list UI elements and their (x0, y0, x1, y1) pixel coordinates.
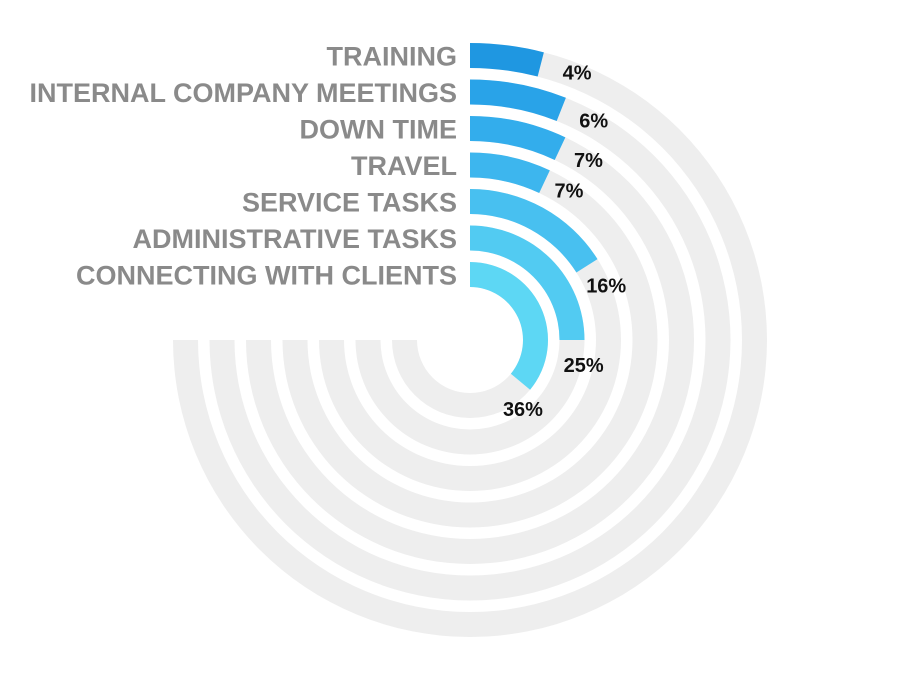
value-labels: 4% 6% 7% 7% 16% 25% 36% (503, 63, 626, 422)
value-label: 36% (503, 399, 543, 421)
category-label: SERVICE TASKS (242, 188, 457, 218)
value-label: 25% (564, 355, 604, 377)
value-arc (470, 262, 548, 390)
value-label: 16% (586, 275, 626, 297)
category-label: CONNECTING WITH CLIENTS (76, 261, 457, 291)
value-label: 4% (563, 63, 592, 85)
value-arc (470, 79, 566, 122)
value-arc (470, 152, 550, 193)
value-arc (470, 189, 598, 273)
value-arc (470, 116, 566, 160)
category-labels: TRAINING INTERNAL COMPANY MEETINGS DOWN TI… (29, 42, 457, 291)
category-label: INTERNAL COMPANY MEETINGS (29, 78, 457, 108)
category-label: ADMINISTRATIVE TASKS (132, 224, 457, 254)
category-label: TRAINING (327, 42, 458, 72)
category-label: DOWN TIME (300, 115, 457, 145)
category-label: TRAVEL (351, 151, 457, 181)
value-arc (470, 43, 544, 77)
value-label: 7% (574, 150, 603, 172)
value-label: 6% (579, 111, 608, 133)
track-ring (246, 116, 694, 564)
value-arcs (470, 43, 598, 390)
value-label: 7% (555, 181, 584, 203)
value-arc (470, 225, 585, 340)
